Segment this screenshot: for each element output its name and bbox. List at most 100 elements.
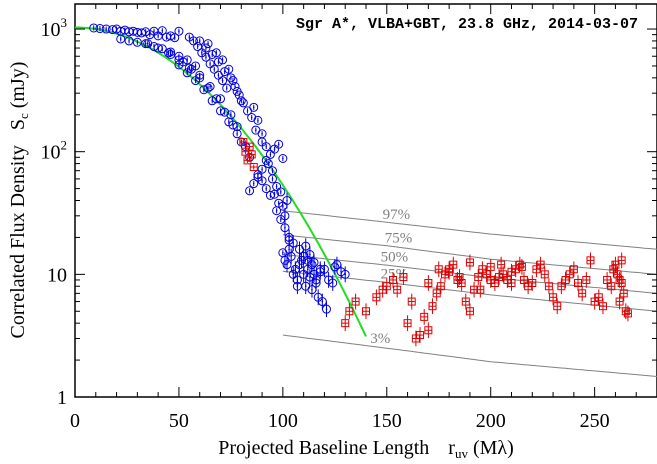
data-point-square [482,266,491,283]
data-point-square [476,281,485,298]
reference-curve-label: 97% [383,207,411,223]
x-axis-title-main: Projected Baseline Length [218,437,429,459]
data-point-circle [224,64,234,74]
circle-marker [224,117,234,127]
circle-marker-dot [255,129,257,131]
data-point-circle [315,261,325,278]
circle-marker [280,211,290,221]
circle-marker [311,275,321,285]
data-point-circle [322,301,332,318]
x-tick-label: 200 [476,410,506,432]
circle-marker [265,190,275,200]
circle-marker [261,142,271,152]
x-axis-title: Projected Baseline Length ruv (Mλ) [218,437,514,461]
circle-marker-dot [192,40,195,42]
x-tick-label: 150 [372,410,402,432]
circle-marker-dot [240,99,243,102]
data-point-circle [232,129,242,139]
data-point-square [540,266,549,283]
circle-marker [253,115,263,125]
circle-marker [276,187,286,197]
data-point-square [490,275,499,291]
circle-marker-dot [157,35,159,37]
circle-marker-dot [311,263,313,266]
data-point-circle [174,26,184,36]
circle-marker [294,260,304,270]
data-point-square [434,261,443,278]
data-point-square [382,278,391,295]
circle-marker-dot [279,191,282,193]
circle-marker-dot [99,27,101,30]
data-point-circle [272,206,282,216]
data-point-square [519,272,528,288]
circle-marker [157,26,167,36]
data-point-circle [191,76,201,86]
circle-marker-dot [273,148,276,150]
circle-marker [232,86,242,96]
circle-marker-dot [153,30,155,33]
circle-marker [247,113,257,123]
circle-marker-dot [307,268,309,271]
data-point-circle [284,232,294,249]
data-point-circle [282,192,292,209]
data-point-square [249,163,258,172]
data-point-square [424,275,433,291]
data-point-circle [157,26,167,36]
x-axis-symbol: r [448,437,455,459]
data-point-circle [201,43,211,53]
circle-marker-dot [209,85,211,88]
circle-marker-dot [215,52,218,54]
circle-marker-dot [284,215,286,217]
data-point-square [623,305,632,322]
data-point-square [536,256,545,273]
circle-marker-dot [261,141,263,143]
circle-marker-dot [228,121,230,123]
circle-marker-dot [173,36,176,39]
circle-marker [261,184,271,194]
reference-curve-4 [282,334,657,377]
circle-marker [261,155,271,165]
circle-marker-dot [144,30,147,33]
data-point-circle [328,275,338,291]
model-curve [75,26,367,337]
circle-marker-dot [252,106,255,109]
data-point-circle [280,207,290,224]
circle-marker [236,96,246,106]
circle-marker-dot [248,189,251,192]
data-point-circle [238,98,248,108]
circle-marker [309,257,319,267]
circle-marker-dot [265,145,268,148]
data-point-square [532,261,541,278]
circle-marker-dot [257,119,259,122]
circle-marker [238,98,248,108]
circle-marker [164,48,174,58]
data-point-circle [257,176,267,186]
data-point-square [247,150,256,159]
data-point-circle [265,149,275,159]
data-point-circle [249,179,259,189]
reference-curve-0 [282,210,657,250]
circle-marker [195,36,205,46]
circle-marker-dot [279,218,282,221]
circle-marker-dot [250,116,253,119]
circle-marker [267,166,277,176]
circle-marker-dot [146,42,149,45]
x-tick-label: 100 [268,410,298,432]
circle-marker-dot [234,85,236,88]
data-point-square [565,266,574,283]
y-axis-title: Correlated Flux Density Sc (mJy) [7,62,31,339]
y-tick-base: 10 [41,19,61,41]
circle-marker-dot [188,36,191,38]
data-point-circle [166,50,176,60]
data-point-square [578,285,587,302]
circle-marker [211,48,221,58]
circle-marker-dot [265,187,268,190]
data-point-circle [261,155,271,165]
circle-marker-dot [265,159,268,162]
circle-marker-dot [298,248,301,251]
data-point-circle [232,86,242,96]
circle-marker [174,26,184,36]
reference-curves: 97% 75% 50% 25% 3% [282,207,657,377]
data-point-square [407,293,416,310]
data-point-circle [332,256,342,273]
